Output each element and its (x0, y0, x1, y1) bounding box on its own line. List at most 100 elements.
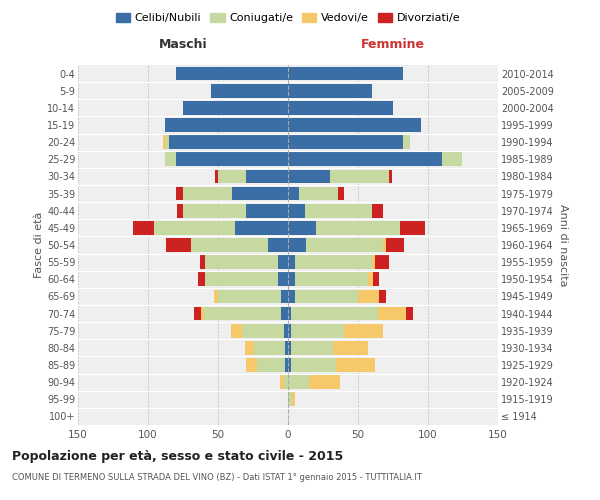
Bar (295, 272, 368, 286)
Bar (281, 306, 288, 320)
Bar (200, 256, 205, 269)
Bar (194, 306, 201, 320)
Bar (176, 66, 288, 80)
Bar (309, 376, 340, 389)
Bar (386, 238, 404, 252)
Bar (338, 186, 344, 200)
Bar (372, 204, 383, 218)
Bar (242, 324, 284, 338)
Bar (295, 290, 358, 304)
Bar (344, 324, 383, 338)
Bar (377, 306, 406, 320)
Text: Maschi: Maschi (158, 38, 208, 52)
Bar (299, 186, 338, 200)
Legend: Celibi/Nubili, Coniugati/e, Vedovi/e, Divorziati/e: Celibi/Nubili, Coniugati/e, Vedovi/e, Di… (112, 8, 464, 28)
Bar (389, 170, 392, 183)
Bar (215, 170, 218, 183)
Bar (288, 66, 403, 80)
Bar (284, 324, 288, 338)
Bar (305, 204, 372, 218)
Bar (235, 221, 288, 234)
Bar (306, 238, 383, 252)
Bar (176, 152, 288, 166)
Bar (218, 290, 281, 304)
Bar (288, 238, 306, 252)
Text: Femmine: Femmine (361, 38, 425, 52)
Bar (295, 256, 372, 269)
Bar (205, 272, 278, 286)
Bar (281, 290, 288, 304)
Bar (368, 272, 373, 286)
Bar (285, 341, 288, 354)
Bar (316, 221, 400, 234)
Bar (178, 204, 183, 218)
Bar (379, 290, 386, 304)
Bar (288, 341, 291, 354)
Bar (288, 101, 393, 114)
Bar (268, 238, 288, 252)
Bar (335, 358, 375, 372)
Bar (291, 341, 333, 354)
Bar (442, 152, 461, 166)
Bar (199, 272, 205, 286)
Bar (383, 238, 386, 252)
Bar (191, 238, 268, 252)
Y-axis label: Fasce di età: Fasce di età (34, 212, 44, 278)
Bar (288, 118, 421, 132)
Bar (245, 341, 254, 354)
Bar (358, 290, 379, 304)
Bar (183, 204, 246, 218)
Bar (288, 136, 403, 149)
Bar (204, 306, 281, 320)
Bar (288, 84, 372, 98)
Y-axis label: Anni di nascita: Anni di nascita (557, 204, 568, 286)
Bar (246, 204, 288, 218)
Bar (183, 186, 232, 200)
Bar (165, 152, 176, 166)
Bar (254, 341, 285, 354)
Text: Popolazione per età, sesso e stato civile - 2015: Popolazione per età, sesso e stato civil… (12, 450, 343, 463)
Bar (288, 376, 309, 389)
Bar (291, 358, 335, 372)
Bar (288, 290, 295, 304)
Bar (169, 136, 288, 149)
Bar (230, 324, 242, 338)
Bar (166, 136, 169, 149)
Bar (288, 256, 295, 269)
Bar (333, 341, 368, 354)
Bar (375, 256, 389, 269)
Bar (288, 324, 291, 338)
Bar (278, 256, 288, 269)
Bar (278, 272, 288, 286)
Bar (288, 204, 305, 218)
Bar (288, 221, 316, 234)
Bar (288, 186, 299, 200)
Bar (257, 358, 285, 372)
Bar (406, 306, 413, 320)
Bar (403, 136, 410, 149)
Bar (292, 392, 295, 406)
Bar (183, 101, 288, 114)
Bar (165, 118, 288, 132)
Bar (205, 256, 278, 269)
Bar (288, 272, 295, 286)
Bar (291, 306, 377, 320)
Bar (330, 170, 389, 183)
Bar (214, 290, 218, 304)
Bar (373, 272, 379, 286)
Bar (232, 186, 288, 200)
Text: COMUNE DI TERMENO SULLA STRADA DEL VINO (BZ) - Dati ISTAT 1° gennaio 2015 - TUTT: COMUNE DI TERMENO SULLA STRADA DEL VINO … (12, 472, 422, 482)
Bar (201, 306, 204, 320)
Bar (211, 84, 288, 98)
Bar (288, 358, 291, 372)
Bar (246, 170, 288, 183)
Bar (288, 392, 292, 406)
Bar (291, 324, 344, 338)
Bar (284, 376, 288, 389)
Bar (372, 256, 375, 269)
Bar (288, 306, 291, 320)
Bar (400, 221, 425, 234)
Bar (288, 170, 330, 183)
Bar (246, 358, 257, 372)
Bar (280, 376, 284, 389)
